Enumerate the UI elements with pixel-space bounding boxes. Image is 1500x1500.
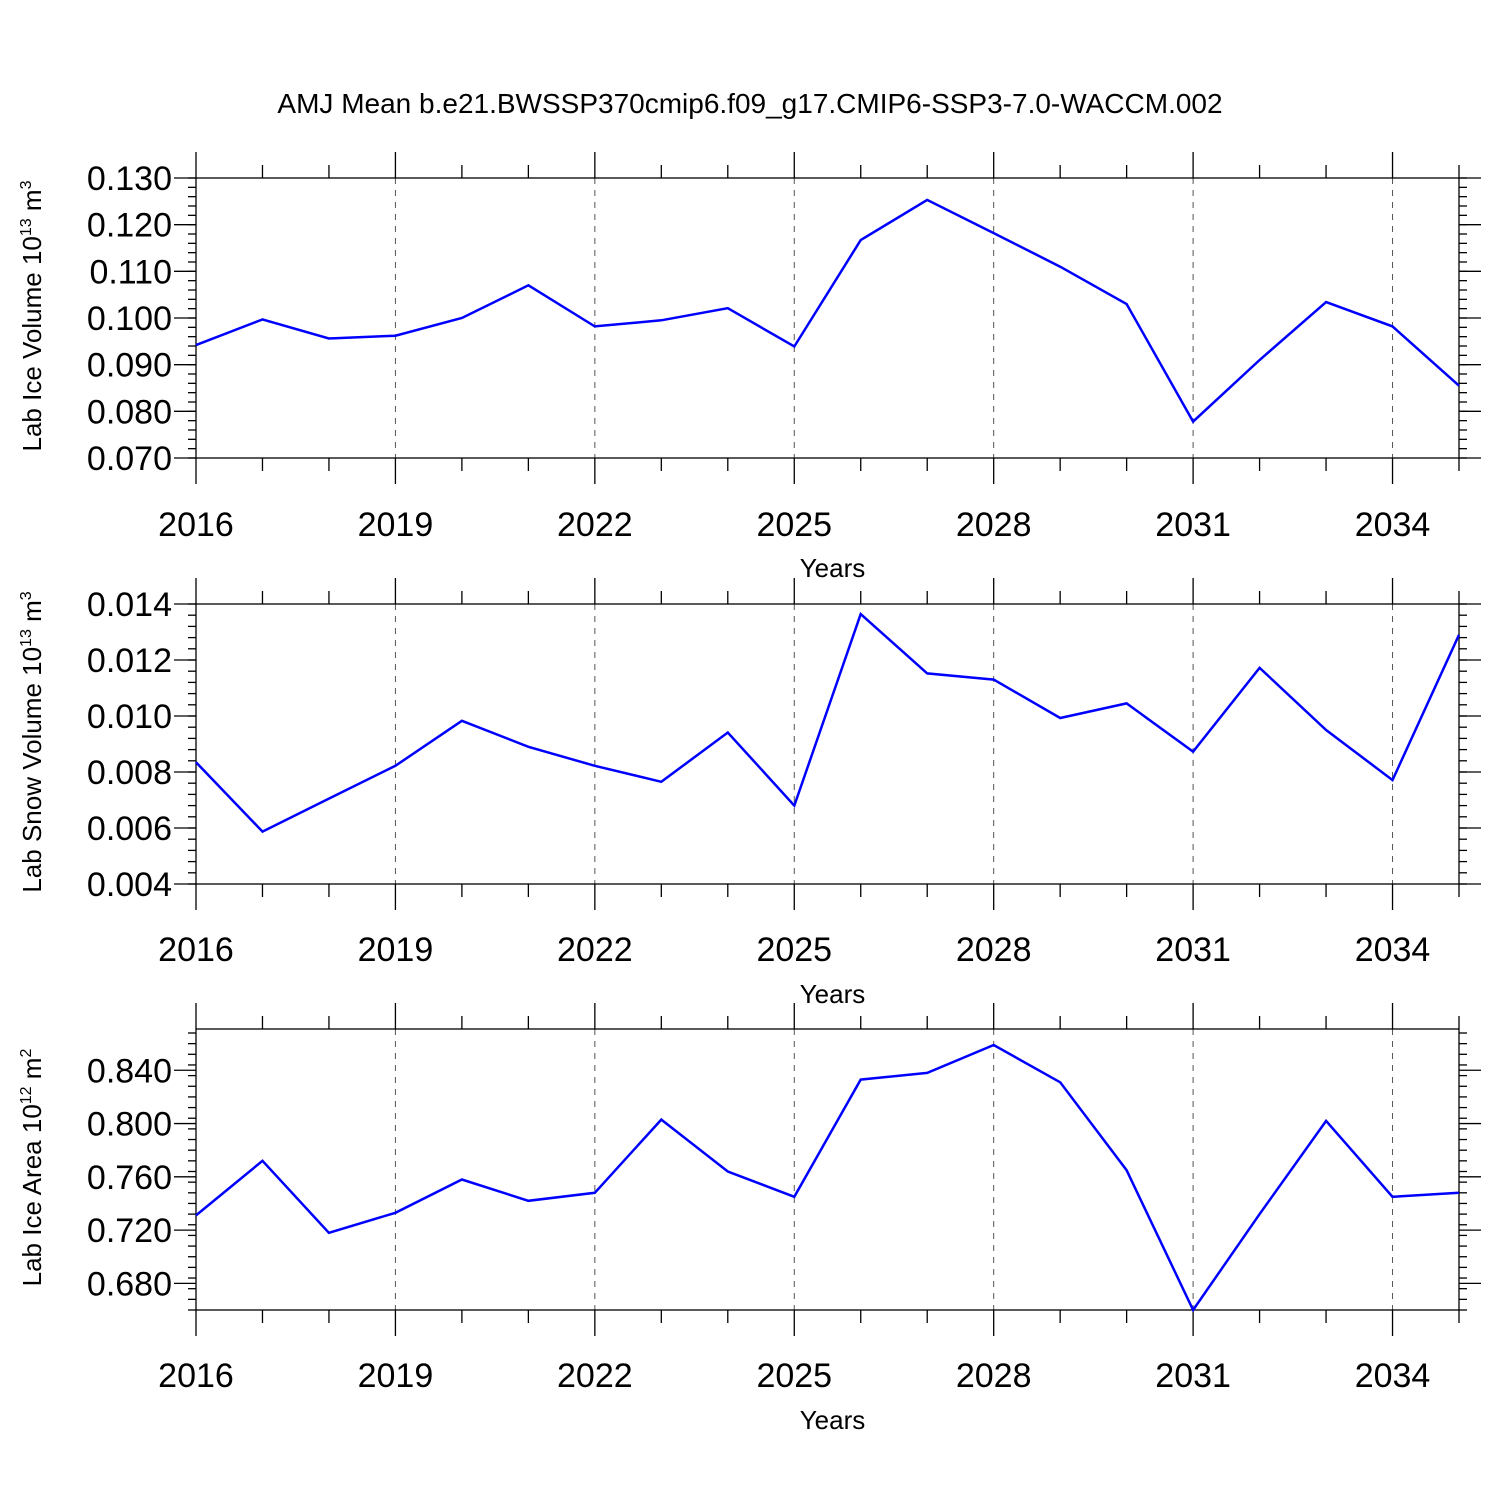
y-axis-label-part: m	[17, 1058, 47, 1087]
x-tick-label: 2019	[358, 506, 434, 544]
y-axis-label-part: m	[17, 600, 47, 629]
y-tick-label: 0.680	[87, 1265, 172, 1303]
y-tick-label: 0.720	[87, 1212, 172, 1250]
y-axis-label-part: m	[17, 189, 47, 218]
panel-1: 0.070 0.080 0.090 0.100 0.110 0.120 0.130 2016 2…	[17, 152, 1481, 583]
plot-frame	[195, 603, 1460, 885]
x-axis-label: Years	[800, 553, 866, 583]
y-tick-label: 0.008	[87, 754, 172, 792]
x-tick-label: 2025	[756, 931, 832, 969]
series-line	[195, 198, 1460, 424]
y-axis-label-part: 2	[18, 1049, 35, 1058]
x-tick-label: 2025	[756, 506, 832, 544]
y-axis-label: Lab Ice Volume 1013 m3	[17, 180, 47, 451]
x-tick-label: 2028	[956, 1357, 1032, 1395]
x-axis-label: Years	[800, 979, 866, 1009]
y-tick-label: 0.800	[87, 1106, 172, 1144]
x-tick-label: 2031	[1155, 1357, 1231, 1395]
x-tick-label: 2019	[358, 931, 434, 969]
y-tick-label: 0.012	[87, 642, 172, 680]
panel-2: 0.004 0.006 0.008 0.010 0.012 0.014 2016 2019 20…	[17, 578, 1481, 1009]
x-tick-label: 2034	[1355, 506, 1431, 544]
panel-3: 0.680 0.720 0.760 0.800 0.840 2016 2019 2022 202…	[17, 1003, 1481, 1435]
y-tick-label: 0.760	[87, 1159, 172, 1197]
y-axis-label-part: Lab Snow Volume 10	[17, 647, 47, 893]
x-tick-label: 2028	[956, 506, 1032, 544]
y-tick-label: 0.110	[89, 253, 172, 291]
y-tick-label: 0.130	[87, 160, 172, 198]
y-tick-label: 0.004	[87, 866, 172, 904]
x-tick-label: 2028	[956, 931, 1032, 969]
panels: 0.070 0.080 0.090 0.100 0.110 0.120 0.130 2016 2…	[17, 152, 1481, 1435]
x-tick-label: 2022	[557, 1357, 633, 1395]
x-tick-label: 2016	[158, 506, 234, 544]
x-tick-label: 2019	[358, 1357, 434, 1395]
y-axis-label-part: 3	[18, 591, 35, 600]
y-axis-label-part: Lab Ice Volume 10	[17, 236, 47, 451]
x-tick-label: 2022	[557, 931, 633, 969]
x-tick-label: 2022	[557, 506, 633, 544]
y-axis-label: Lab Snow Volume 1013 m3	[17, 591, 47, 892]
y-tick-label: 0.010	[87, 698, 172, 736]
series-line	[195, 611, 1461, 834]
y-tick-label: 0.006	[87, 810, 172, 848]
plot-frame	[195, 1028, 1460, 1311]
x-tick-label: 2025	[756, 1357, 832, 1395]
x-tick-label: 2016	[158, 931, 234, 969]
y-tick-label: 0.090	[87, 347, 172, 385]
x-tick-label: 2016	[158, 1357, 234, 1395]
y-axis-label-part: Lab Ice Area 10	[17, 1104, 47, 1286]
y-tick-label: 0.080	[87, 393, 172, 431]
y-tick-label: 0.014	[87, 586, 172, 624]
x-tick-label: 2034	[1355, 931, 1431, 969]
y-tick-label: 0.070	[87, 440, 172, 478]
x-tick-label: 2034	[1355, 1357, 1431, 1395]
plot-frame	[195, 177, 1460, 459]
y-axis-label-part: 13	[18, 218, 35, 236]
y-axis-label: Lab Ice Area 1012 m2	[17, 1049, 47, 1287]
y-axis-label-part: 12	[18, 1086, 35, 1104]
y-axis-label-part: 13	[18, 629, 35, 647]
x-axis-label: Years	[800, 1405, 866, 1435]
y-axis-label-part: 3	[18, 180, 35, 189]
x-tick-label: 2031	[1155, 931, 1231, 969]
series-line	[195, 1043, 1460, 1313]
x-tick-label: 2031	[1155, 506, 1231, 544]
y-tick-label: 0.120	[87, 207, 172, 245]
y-tick-label: 0.840	[87, 1052, 172, 1090]
y-tick-label: 0.100	[87, 300, 172, 338]
chart-title: AMJ Mean b.e21.BWSSP370cmip6.f09_g17.CMI…	[277, 88, 1222, 119]
